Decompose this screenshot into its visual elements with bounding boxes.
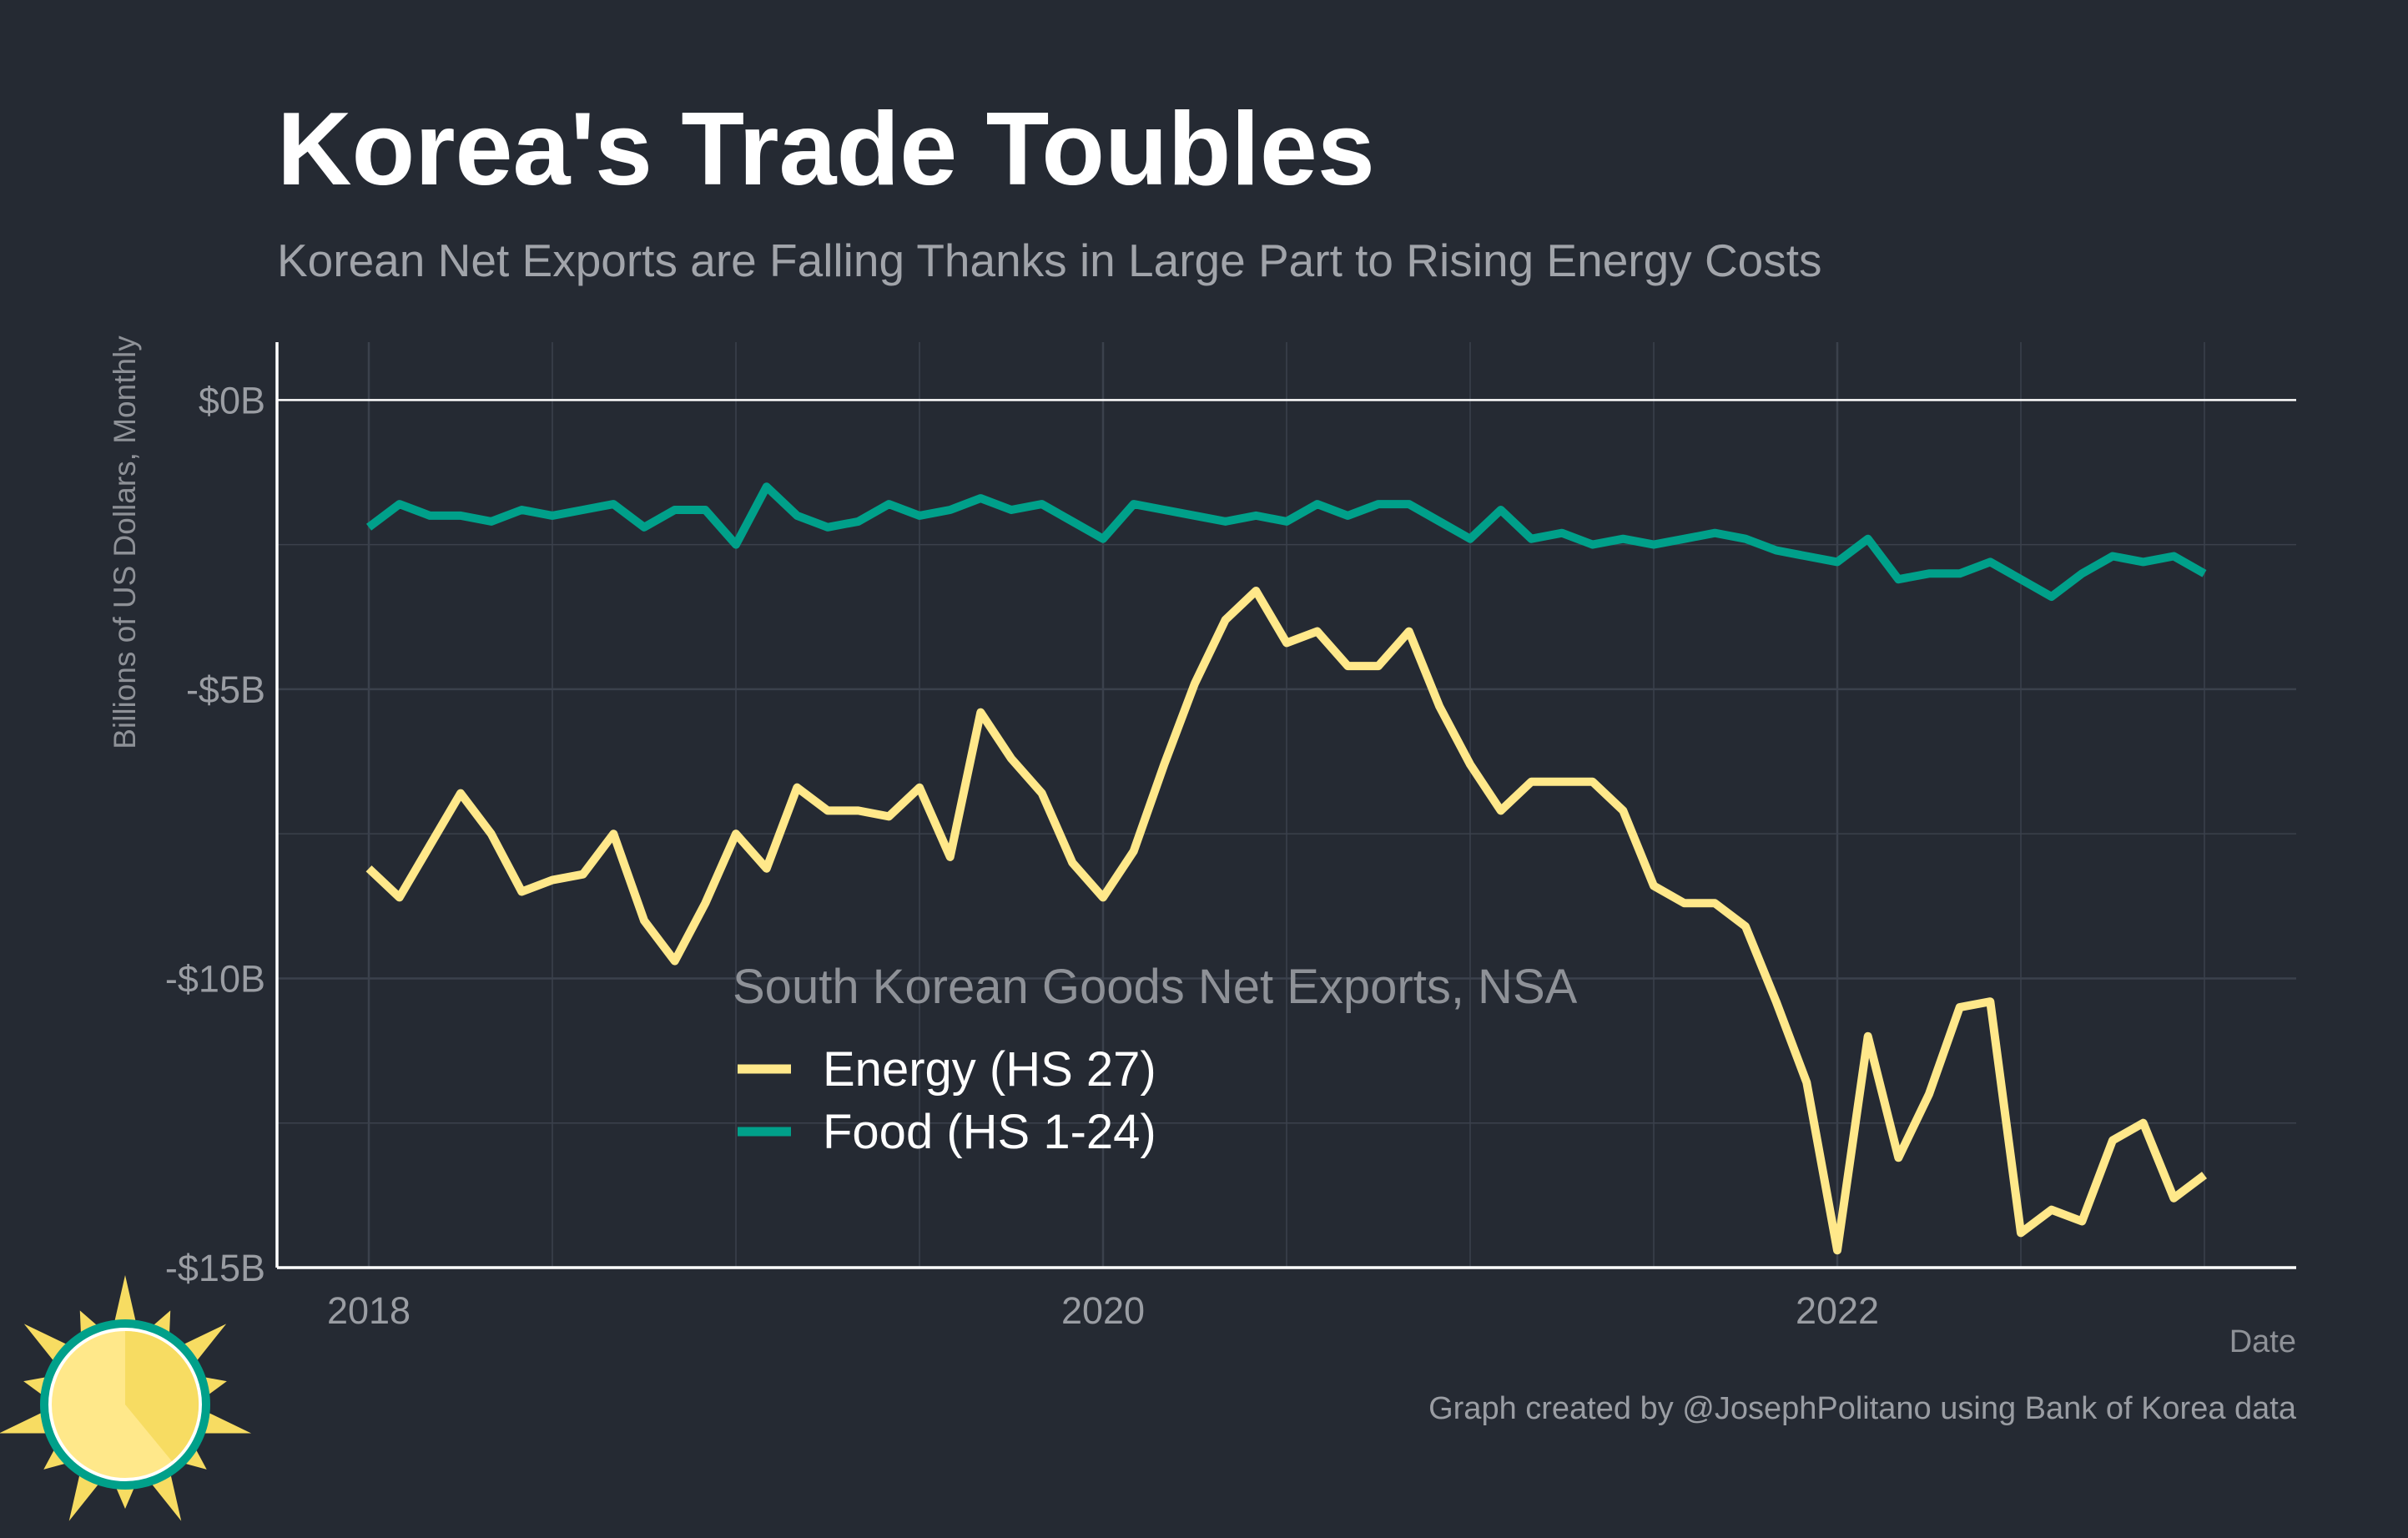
x-axis-title: Date — [2229, 1324, 2296, 1359]
tick-labels: $0B -$5B -$10B -$15B 2018 2020 2022 — [165, 379, 1879, 1332]
grid-lines — [277, 342, 2296, 1269]
legend-title: South Korean Goods Net Exports, NSA — [733, 960, 1578, 1014]
y-tick-label: -$5B — [186, 668, 265, 711]
x-tick-label: 2022 — [1796, 1289, 1879, 1332]
y-tick-label: -$10B — [165, 957, 265, 1000]
legend-label: Energy (HS 27) — [823, 1042, 1156, 1097]
sun-icon — [0, 1275, 252, 1521]
source-caption: Graph created by @JosephPolitano using B… — [1428, 1391, 2297, 1426]
chart-title: Korea's Trade Toubles — [277, 92, 1375, 207]
y-tick-label: -$15B — [165, 1247, 265, 1289]
x-tick-label: 2018 — [327, 1289, 411, 1332]
x-tick-label: 2020 — [1061, 1289, 1145, 1332]
chart-subtitle: Korean Net Exports are Falling Thanks in… — [277, 234, 1822, 286]
y-tick-label: $0B — [199, 379, 265, 421]
series-lines — [365, 482, 2208, 1255]
legend-label: Food (HS 1-24) — [823, 1105, 1156, 1159]
series-line-energy — [365, 587, 2208, 1255]
series-line-food — [365, 482, 2207, 601]
legend: South Korean Goods Net Exports, NSA Energ… — [733, 960, 1578, 1159]
y-axis-title: Billions of US Dollars, Monthly — [108, 335, 142, 749]
axes — [275, 342, 2296, 1269]
